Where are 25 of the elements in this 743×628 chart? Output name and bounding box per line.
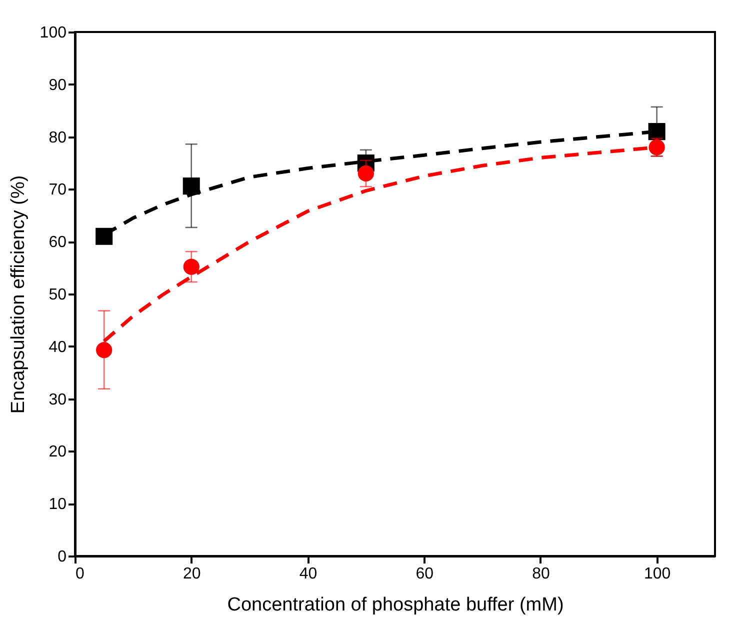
x-tick-label: 80: [532, 566, 550, 582]
y-axis-title: Encapsulation efficiency (%): [8, 175, 29, 414]
y-tick-label: 50: [48, 286, 67, 304]
point: [96, 342, 112, 358]
point: [648, 123, 666, 140]
y-tick-label: 80: [48, 129, 67, 146]
y-tick-label: 70: [48, 182, 67, 199]
x-tick-label: 60: [416, 566, 434, 582]
point: [96, 228, 113, 245]
x-tick-label: 20: [182, 566, 201, 582]
y-tick-label: 0: [58, 548, 67, 566]
y-tick-label: 30: [48, 391, 67, 408]
y-tick-label: 10: [48, 496, 67, 514]
x-tick-label: 0: [76, 566, 84, 582]
x-tick-label: 40: [299, 566, 318, 582]
x-tick-label: 100: [644, 566, 671, 582]
point: [183, 258, 200, 275]
y-tick-label: 20: [48, 444, 67, 461]
point: [182, 178, 200, 195]
y-tick-label: 90: [48, 76, 67, 94]
x-axis-title: Concentration of phosphate buffer (mM): [227, 594, 564, 616]
y-tick-label: 60: [48, 234, 67, 252]
y-tick-label: 40: [48, 338, 67, 356]
y-tick-label: 100: [40, 24, 67, 42]
point: [358, 165, 374, 182]
